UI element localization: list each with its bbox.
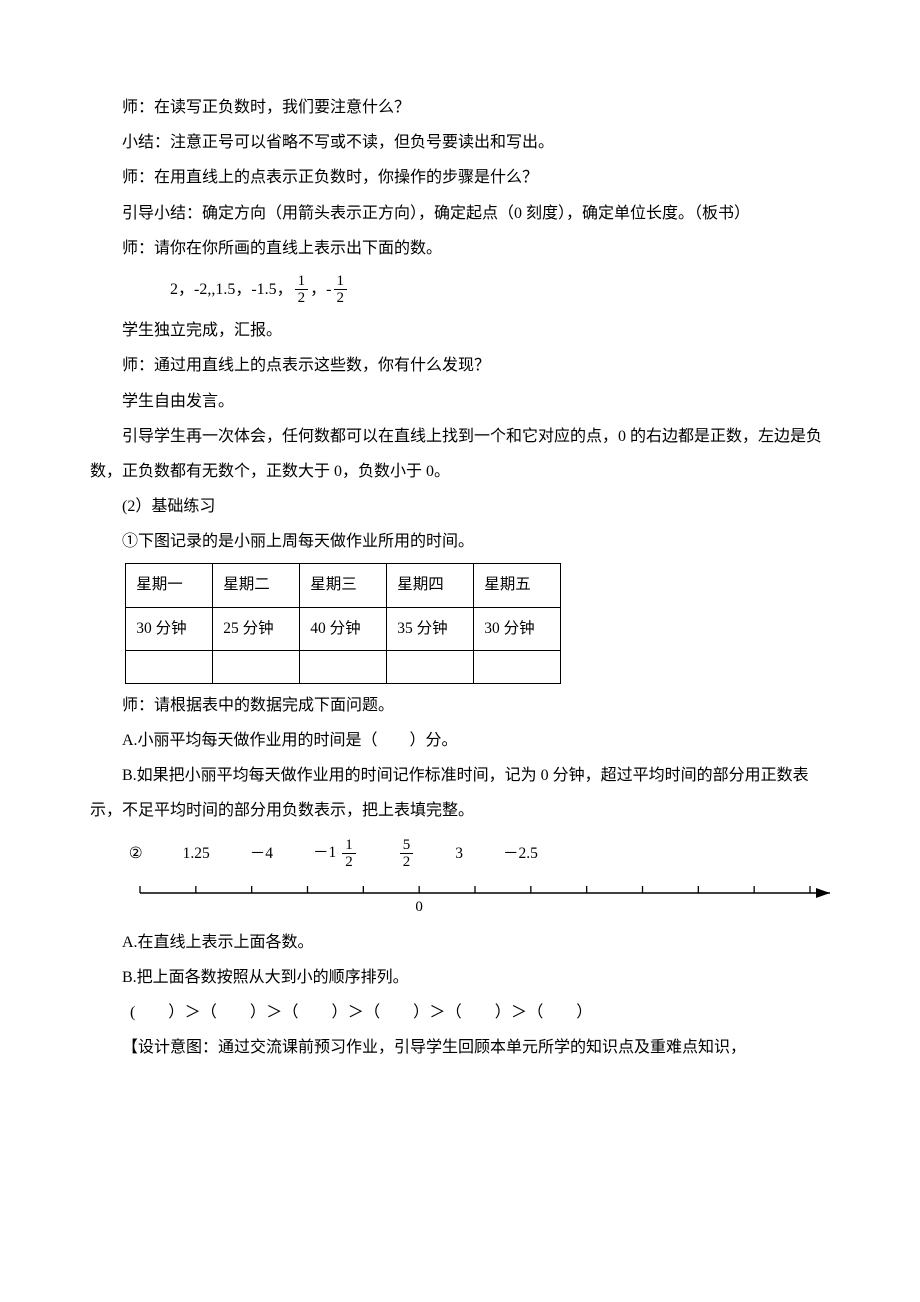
para-1: 师：在读写正负数时，我们要注意什么？ [90, 90, 830, 125]
td-thu: 35 分钟 [387, 607, 474, 650]
q2-item-f: －2.5 [503, 837, 538, 871]
th-wed: 星期三 [300, 564, 387, 607]
fraction-1-num: 1 [295, 273, 309, 291]
td-fri: 30 分钟 [474, 607, 561, 650]
q2-item-c: －1 1 2 [313, 836, 358, 870]
q2-item-d: 5 2 [398, 836, 416, 870]
td-blank [387, 650, 474, 683]
q2-item-c-num: 1 [342, 837, 356, 855]
q2-item-c-prefix: －1 [313, 844, 336, 861]
table-row [126, 650, 561, 683]
th-tue: 星期二 [213, 564, 300, 607]
fraction-2-num: 1 [334, 273, 348, 291]
q2-item-d-frac: 5 2 [400, 837, 414, 871]
formula-prefix: 2，-2,,1.5，-1.5， [170, 272, 293, 307]
para-13: A.小丽平均每天做作业用的时间是（ ）分。 [90, 723, 830, 758]
para-15: A.在直线上表示上面各数。 [90, 925, 830, 960]
td-tue: 25 分钟 [213, 607, 300, 650]
svg-text:0: 0 [415, 899, 423, 915]
homework-time-table: 星期一 星期二 星期三 星期四 星期五 30 分钟 25 分钟 40 分钟 35… [125, 563, 561, 683]
formula-mid: ，- [310, 272, 331, 307]
td-mon: 30 分钟 [126, 607, 213, 650]
td-blank [126, 650, 213, 683]
q2-item-d-den: 2 [400, 854, 414, 871]
fraction-2-den: 2 [334, 290, 348, 307]
para-17-inequality: ( ）＞（ ）＞（ ）＞（ ）＞（ ）＞（ ） [90, 995, 830, 1030]
para-3: 师：在用直线上的点表示正负数时，你操作的步骤是什么？ [90, 160, 830, 195]
q2-item-a: 1.25 [183, 837, 210, 871]
para-18: 【设计意图：通过交流课前预习作业，引导学生回顾本单元所学的知识点及重难点知识， [90, 1030, 830, 1065]
number-line: 0 [130, 873, 850, 923]
para-6: 学生独立完成，汇报。 [90, 313, 830, 348]
td-blank [213, 650, 300, 683]
q2-item-c-den: 2 [342, 854, 356, 871]
para-7: 师：通过用直线上的点表示这些数，你有什么发现？ [90, 348, 830, 383]
para-8: 学生自由发言。 [90, 384, 830, 419]
para-12: 师：请根据表中的数据完成下面问题。 [90, 688, 830, 723]
th-mon: 星期一 [126, 564, 213, 607]
para-4: 引导小结：确定方向（用箭头表示正方向），确定起点（0 刻度），确定单位长度。（板… [90, 196, 830, 231]
para-9: 引导学生再一次体会，任何数都可以在直线上找到一个和它对应的点，0 的右边都是正数… [90, 419, 830, 489]
td-blank [474, 650, 561, 683]
para-2: 小结：注意正号可以省略不写或不读，但负号要读出和写出。 [90, 125, 830, 160]
q2-item-e: 3 [455, 837, 463, 871]
q2-item-b: －4 [250, 837, 273, 871]
para-16: B.把上面各数按照从大到小的顺序排列。 [90, 960, 830, 995]
fraction-2: 1 2 [334, 273, 348, 307]
table-row: 30 分钟 25 分钟 40 分钟 35 分钟 30 分钟 [126, 607, 561, 650]
q2-item-c-frac: 1 2 [342, 837, 356, 871]
th-fri: 星期五 [474, 564, 561, 607]
q2-item-d-num: 5 [400, 837, 414, 855]
fraction-1: 1 2 [295, 273, 309, 307]
fraction-1-den: 2 [295, 290, 309, 307]
para-5: 师：请你在你所画的直线上表示出下面的数。 [90, 231, 830, 266]
q2-number-list: ② 1.25 －4 －1 1 2 5 2 3 －2.5 [129, 836, 830, 870]
td-blank [300, 650, 387, 683]
formula-list: 2，-2,,1.5，-1.5， 1 2 ，- 1 2 [170, 272, 830, 307]
td-wed: 40 分钟 [300, 607, 387, 650]
q2-label: ② [129, 837, 143, 871]
para-10: (2）基础练习 [90, 489, 830, 524]
table-row: 星期一 星期二 星期三 星期四 星期五 [126, 564, 561, 607]
para-14: B.如果把小丽平均每天做作业用的时间记作标准时间，记为 0 分钟，超过平均时间的… [90, 758, 830, 828]
th-thu: 星期四 [387, 564, 474, 607]
para-11: ①下图记录的是小丽上周每天做作业所用的时间。 [90, 524, 830, 559]
